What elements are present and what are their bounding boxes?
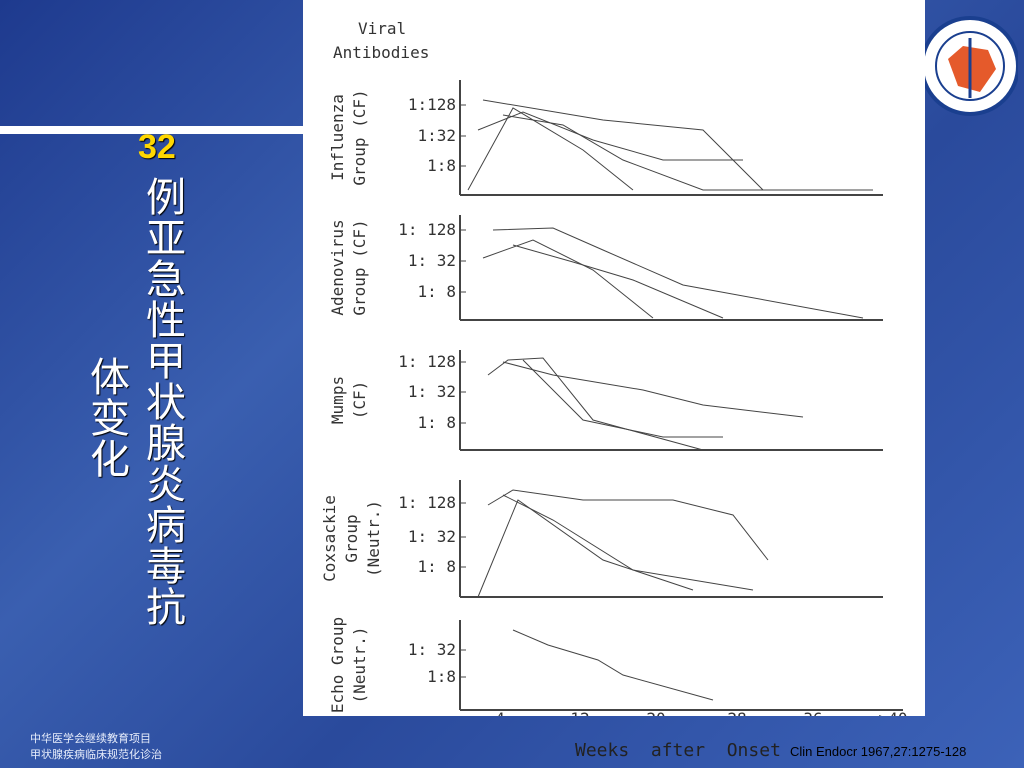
y-tick-label: 1: 128 — [398, 220, 456, 239]
y-tick-label: 1: 32 — [408, 527, 456, 546]
footer-line: 甲状腺疾病临床规范化诊治 — [30, 749, 162, 761]
y-tick-label: 1: 128 — [398, 493, 456, 512]
panel-label: Group — [342, 514, 361, 562]
panel-label: Mumps — [328, 376, 347, 424]
y-tick-label: 1: 128 — [398, 352, 456, 371]
x-tick-label: 28 — [727, 709, 746, 716]
x-tick-label: >40 — [879, 709, 908, 716]
x-tick-label: 4 — [495, 709, 505, 716]
panel-label: Group (CF) — [350, 219, 369, 315]
figure-heading: Antibodies — [333, 43, 429, 62]
footer-line: 中华医学会继续教育项目 — [30, 733, 151, 745]
y-tick-label: 1:8 — [427, 156, 456, 175]
panel-label: Adenovirus — [328, 219, 347, 315]
curves — [467, 99, 873, 701]
title-line: 例亚急性甲状腺炎病毒抗 — [139, 176, 185, 627]
logo — [920, 16, 1018, 116]
x-axis-label: Weeks after Onset — [575, 740, 781, 761]
panel-label: Echo Group — [328, 617, 347, 713]
title-band — [0, 126, 305, 134]
y-tick-label: 1: 8 — [417, 557, 456, 576]
panel-label: Group (CF) — [350, 89, 369, 185]
panel-label: (CF) — [350, 381, 369, 420]
panel-label: Coxsackie — [320, 495, 339, 582]
y-tick-label: 1:8 — [427, 667, 456, 686]
figure-heading: Viral — [358, 19, 406, 38]
panel-label: (Neutr.) — [364, 500, 383, 577]
y-tick-label: 1:128 — [408, 95, 456, 114]
panel-label: (Neutr.) — [350, 626, 369, 703]
y-tick-label: 1: 8 — [417, 413, 456, 432]
x-tick-label: 36 — [803, 709, 822, 716]
citation: Clin Endocr 1967,27:1275-128 — [790, 744, 967, 759]
y-tick-label: 1: 32 — [408, 251, 456, 270]
title-number: 32 — [138, 128, 176, 166]
y-tick-label: 1: 32 — [408, 382, 456, 401]
y-tick-label: 1: 8 — [417, 282, 456, 301]
panel-label: Influenza — [328, 94, 347, 181]
y-tick-label: 1:32 — [417, 126, 456, 145]
x-tick-label: 12 — [570, 709, 589, 716]
x-tick-label: 20 — [646, 709, 665, 716]
y-tick-label: 1: 32 — [408, 640, 456, 659]
title-line: 体变化 — [83, 356, 129, 479]
